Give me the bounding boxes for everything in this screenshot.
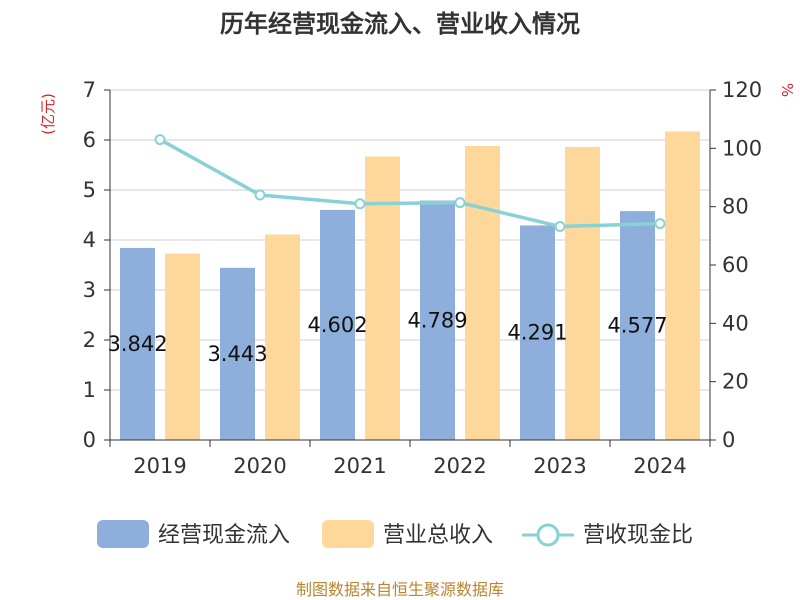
x-axis-ticks: 2019 2020 2021 2022 2023 2024 [109,440,711,478]
bar-value-label: 4.789 [407,308,467,332]
right-tick-label: 40 [722,311,749,335]
legend-swatch-ratio-marker [536,523,560,547]
legend-item-ratio[interactable]: 营收现金比 [522,523,693,548]
x-tick-label: 2024 [633,454,686,478]
x-tick-label: 2020 [233,454,286,478]
legend-swatch-cash-inflow [97,520,149,548]
legend-label-ratio: 营收现金比 [583,523,693,548]
x-tick-label: 2019 [133,454,186,478]
bar-cash-inflow [420,200,455,440]
left-tick-label: 2 [83,328,96,352]
left-axis-ticks: 0 1 2 3 4 5 6 7 [83,78,110,452]
x-tick-label: 2023 [533,454,586,478]
right-tick-label: 100 [722,136,762,160]
left-tick-label: 4 [83,228,96,252]
bars [120,131,700,440]
ratio-point [354,198,366,210]
gridlines [110,89,710,391]
bar-revenue [565,147,600,440]
bar-cash-inflow [520,225,555,440]
legend-item-cash-inflow[interactable]: 经营现金流入 [97,520,290,548]
right-tick-label: 0 [722,428,735,452]
ratio-point [454,197,466,209]
legend-label-revenue: 营业总收入 [383,523,493,548]
left-tick-label: 1 [83,378,96,402]
bar-labels: 3.842 3.443 4.602 4.789 4.291 4.577 [107,308,667,366]
right-tick-label: 20 [722,370,749,394]
ratio-point [154,134,166,146]
right-tick-label: 60 [722,253,749,277]
bar-value-label: 4.602 [307,313,367,337]
bar-value-label: 4.577 [607,314,667,338]
bar-cash-inflow [220,267,255,440]
x-tick-label: 2021 [333,454,386,478]
legend[interactable]: 经营现金流入 营业总收入 营收现金比 [97,520,693,548]
bar-value-label: 3.842 [107,332,167,356]
right-axis-unit: % [778,83,796,97]
right-tick-label: 120 [722,78,762,102]
ratio-point [654,218,666,230]
bar-value-label: 3.443 [207,342,267,366]
ratio-series-line [159,138,661,229]
ratio-line [154,134,666,232]
data-source: 制图数据来自恒生聚源数据库 [296,580,504,599]
chart-title: 历年经营现金流入、营业收入情况 [220,10,580,38]
right-tick-label: 80 [722,195,749,219]
legend-swatch-revenue [322,520,374,548]
bar-value-label: 4.291 [507,321,567,345]
left-tick-label: 6 [83,128,96,152]
left-tick-label: 0 [83,428,96,452]
bar-revenue [465,146,500,440]
right-axis-ticks: 0 20 40 60 80 100 120 [710,78,762,452]
left-axis-unit: (亿元) [39,93,57,135]
legend-item-revenue[interactable]: 营业总收入 [322,520,493,548]
bar-cash-inflow [320,209,355,440]
x-tick-label: 2022 [433,454,486,478]
bar-cash-inflow [120,247,155,440]
bar-revenue [365,156,400,440]
legend-label-cash-inflow: 经营现金流入 [158,523,290,548]
bar-revenue [665,131,700,440]
ratio-point [554,221,566,232]
left-tick-label: 7 [83,78,96,102]
bar-cash-inflow [620,211,655,440]
ratio-point [254,189,266,201]
bar-revenue [165,253,200,440]
left-tick-label: 3 [83,278,96,302]
bar-revenue [265,234,300,440]
left-tick-label: 5 [83,178,96,202]
